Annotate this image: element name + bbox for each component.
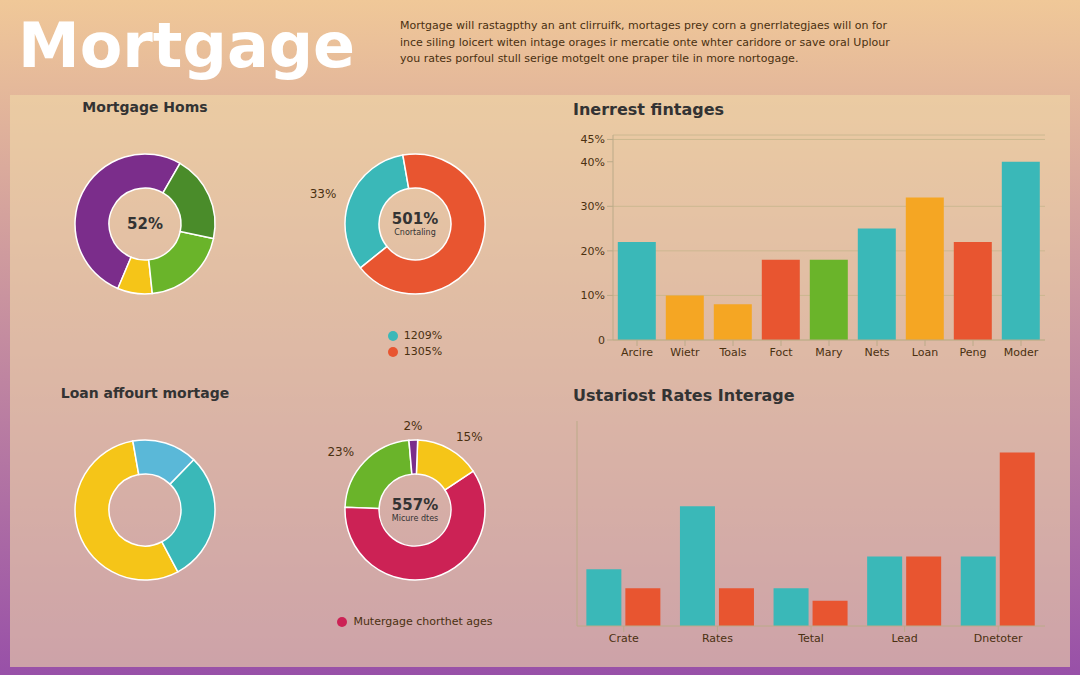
html-text:557%: 557% xyxy=(391,496,439,515)
svg-text:Rates: Rates xyxy=(702,632,733,645)
html-text:Mortgage Homs: Mortgage Homs xyxy=(82,99,208,115)
svg-text:40%: 40% xyxy=(581,156,605,169)
svg-text:Dnetoter: Dnetoter xyxy=(974,632,1023,645)
html-text:Micure dtes: Micure dtes xyxy=(391,514,439,524)
html-text:Mutergage chorthet ages: Mutergage chorthet ages xyxy=(353,615,493,628)
html-text:Mortgage will rastagpthy an an: Mortgage will rastagpthy an ant clirruif… xyxy=(400,19,890,65)
html-text:Cnortaling: Cnortaling xyxy=(394,228,436,238)
svg-text:10%: 10% xyxy=(581,289,605,302)
svg-text:Loan: Loan xyxy=(912,346,938,359)
svg-text:Foct: Foct xyxy=(769,346,793,359)
svg-text:Moder: Moder xyxy=(1004,346,1039,359)
svg-text:2%: 2% xyxy=(403,419,422,433)
html-text:1209%: 1209% xyxy=(403,329,443,342)
svg-text:Crate: Crate xyxy=(609,632,639,645)
svg-text:Nets: Nets xyxy=(864,346,889,359)
html-text:Mortgage: Mortgage xyxy=(18,9,356,82)
html-text:1305%: 1305% xyxy=(403,345,443,358)
html-text:52%: 52% xyxy=(127,215,163,233)
svg-text:Wietr: Wietr xyxy=(670,346,700,359)
svg-text:20%: 20% xyxy=(581,245,605,258)
svg-text:Lead: Lead xyxy=(891,632,917,645)
svg-text:Mary: Mary xyxy=(815,346,843,359)
html-text:501%: 501% xyxy=(391,210,439,229)
svg-text:Tetal: Tetal xyxy=(797,632,824,645)
svg-text:33%: 33% xyxy=(310,187,337,201)
svg-text:30%: 30% xyxy=(581,200,605,213)
svg-text:45%: 45% xyxy=(581,133,605,146)
html-text:Ustariost Rates Interage: Ustariost Rates Interage xyxy=(573,386,795,405)
svg-text:Peng: Peng xyxy=(960,346,987,359)
svg-text:Arcire: Arcire xyxy=(621,346,653,359)
html-text:Loan affourt mortage: Loan affourt mortage xyxy=(60,385,230,401)
svg-text:0: 0 xyxy=(598,334,605,347)
svg-text:23%: 23% xyxy=(327,445,354,459)
svg-text:15%: 15% xyxy=(456,430,483,444)
html-text:Inerrest fintages: Inerrest fintages xyxy=(573,100,725,119)
svg-text:Toals: Toals xyxy=(718,346,746,359)
